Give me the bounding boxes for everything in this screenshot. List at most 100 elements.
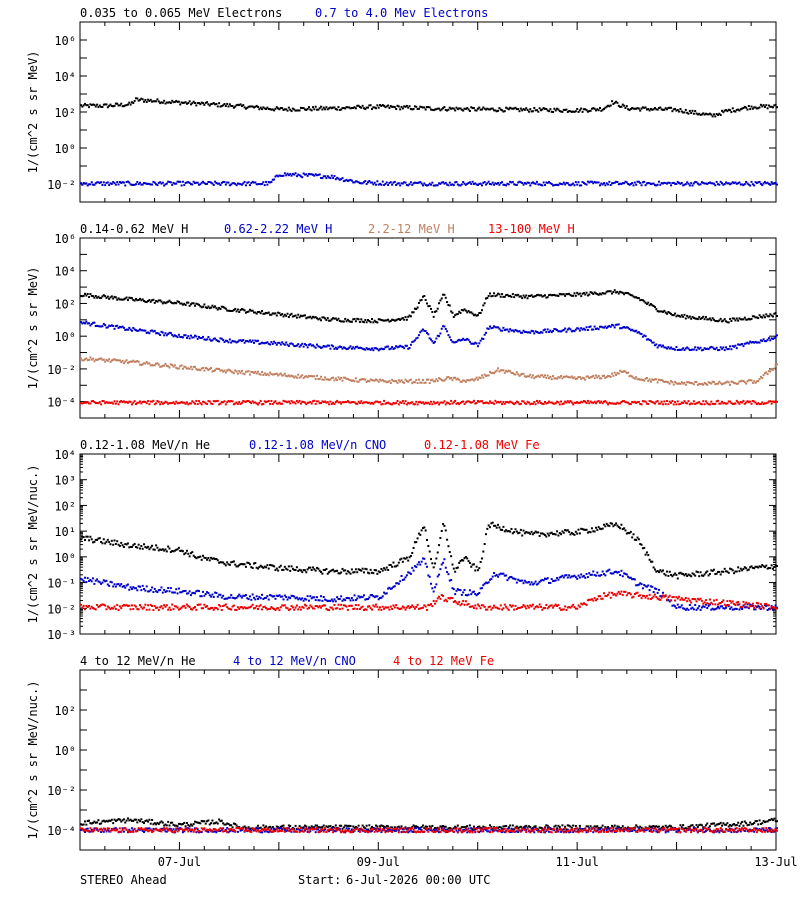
data-point xyxy=(84,577,86,579)
data-point xyxy=(297,608,299,610)
data-point xyxy=(131,330,133,332)
data-point xyxy=(95,608,97,610)
data-point xyxy=(241,597,243,599)
data-point xyxy=(488,374,490,376)
data-point xyxy=(462,560,464,562)
data-point xyxy=(437,575,439,577)
data-point xyxy=(667,575,669,577)
data-point xyxy=(320,319,322,321)
data-point xyxy=(206,183,208,185)
data-point xyxy=(447,545,449,547)
data-point xyxy=(366,609,368,611)
data-point xyxy=(541,184,543,186)
data-point xyxy=(641,583,643,585)
data-point xyxy=(390,606,392,608)
data-point xyxy=(337,318,339,320)
data-point xyxy=(528,111,530,113)
y-tick-label: 10² xyxy=(54,499,76,513)
data-point xyxy=(156,184,158,186)
data-point xyxy=(612,375,614,377)
data-point xyxy=(131,297,133,299)
data-point xyxy=(182,368,184,370)
data-point xyxy=(360,400,362,402)
panel-frame xyxy=(80,238,776,418)
data-point xyxy=(540,606,542,608)
data-point xyxy=(541,374,543,376)
data-point xyxy=(105,580,107,582)
data-point xyxy=(524,605,526,607)
data-point xyxy=(498,293,500,295)
data-point xyxy=(476,377,478,379)
data-point xyxy=(478,107,480,109)
data-point xyxy=(598,181,600,183)
y-tick-label: 10⁰ xyxy=(54,551,76,565)
data-point xyxy=(411,401,413,403)
data-point xyxy=(560,533,562,535)
data-point xyxy=(91,181,93,183)
data-point xyxy=(257,608,259,610)
data-point xyxy=(422,184,424,186)
data-point xyxy=(450,579,452,581)
data-point xyxy=(521,535,523,537)
data-point xyxy=(446,330,448,332)
data-point xyxy=(142,548,144,550)
data-point xyxy=(697,571,699,573)
data-point xyxy=(189,590,191,592)
data-point xyxy=(346,573,348,575)
data-point xyxy=(405,609,407,611)
data-point xyxy=(351,605,353,607)
data-point xyxy=(410,573,412,575)
data-point xyxy=(101,106,103,108)
data-point xyxy=(584,577,586,579)
data-point xyxy=(689,316,691,318)
data-point xyxy=(128,182,130,184)
data-point xyxy=(492,576,494,578)
data-point xyxy=(504,604,506,606)
data-point xyxy=(230,594,232,596)
data-point xyxy=(574,376,576,378)
data-point xyxy=(528,182,530,184)
data-point xyxy=(702,384,704,386)
data-point xyxy=(276,568,278,570)
data-point xyxy=(698,605,700,607)
data-point xyxy=(431,311,433,313)
data-point xyxy=(759,342,761,344)
data-point xyxy=(305,605,307,607)
data-point xyxy=(284,566,286,568)
data-point xyxy=(88,296,90,298)
data-point xyxy=(598,375,600,377)
data-point xyxy=(520,403,522,405)
data-point xyxy=(417,382,419,384)
data-point xyxy=(717,383,719,385)
data-point xyxy=(236,370,238,372)
data-point xyxy=(376,180,378,182)
data-point xyxy=(324,376,326,378)
data-point xyxy=(138,361,140,363)
data-point xyxy=(677,400,679,402)
data-point xyxy=(406,319,408,321)
data-point xyxy=(713,569,715,571)
data-point xyxy=(545,604,547,606)
data-point xyxy=(751,181,753,183)
data-point xyxy=(229,564,231,566)
data-point xyxy=(185,334,187,336)
data-point xyxy=(418,379,420,381)
data-point xyxy=(433,591,435,593)
data-point xyxy=(123,327,125,329)
data-point xyxy=(438,544,440,546)
data-point xyxy=(603,182,605,184)
data-point xyxy=(350,345,352,347)
data-point xyxy=(287,110,289,112)
data-point xyxy=(618,293,620,295)
data-point xyxy=(598,328,600,330)
data-point xyxy=(88,106,90,108)
data-point xyxy=(623,105,625,107)
data-point xyxy=(704,318,706,320)
data-point xyxy=(308,600,310,602)
data-point xyxy=(363,594,365,596)
data-point xyxy=(363,321,365,323)
data-point xyxy=(604,525,606,527)
data-point xyxy=(492,295,494,297)
